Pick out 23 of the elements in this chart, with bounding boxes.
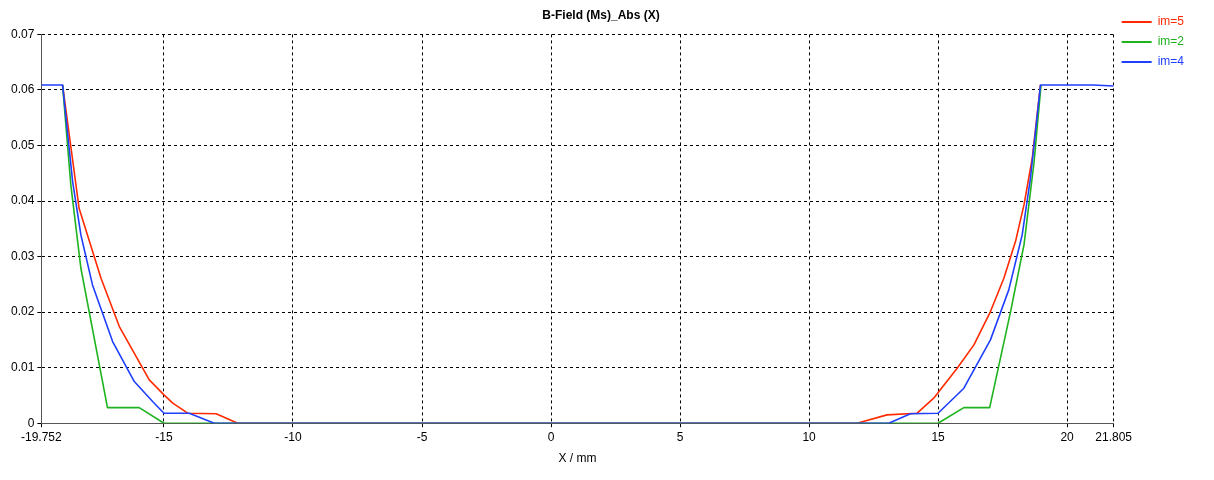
y-tick-label: 0 bbox=[27, 415, 35, 430]
legend-label: im=5 bbox=[1157, 14, 1185, 29]
x-tick-label: 10 bbox=[802, 429, 817, 444]
y-tick-label: 0.05 bbox=[11, 137, 35, 152]
x-tick-label: 0 bbox=[547, 429, 555, 444]
x-axis-title: X / mm bbox=[558, 451, 597, 466]
legend-label: im=4 bbox=[1157, 54, 1185, 69]
y-tick-label: 0.06 bbox=[11, 82, 35, 97]
x-tick-label: -10 bbox=[284, 429, 302, 444]
x-tick-label: 5 bbox=[676, 429, 684, 444]
x-tick-label: -5 bbox=[416, 429, 428, 444]
y-tick-label: 0.02 bbox=[11, 304, 35, 319]
x-tick-label: 15 bbox=[931, 429, 946, 444]
chart-title: B-Field (Ms)_Abs (X) bbox=[542, 7, 660, 22]
x-tick-label: 20 bbox=[1060, 429, 1075, 444]
x-tick-label: 21.805 bbox=[1095, 429, 1133, 444]
y-tick-label: 0.07 bbox=[11, 26, 35, 41]
y-tick-label: 0.04 bbox=[11, 193, 35, 208]
x-tick-label: -19.752 bbox=[21, 429, 63, 444]
y-tick-label: 0.01 bbox=[11, 359, 35, 374]
x-tick-label: -15 bbox=[155, 429, 173, 444]
y-tick-label: 0.03 bbox=[11, 248, 35, 263]
legend-label: im=2 bbox=[1157, 34, 1185, 49]
